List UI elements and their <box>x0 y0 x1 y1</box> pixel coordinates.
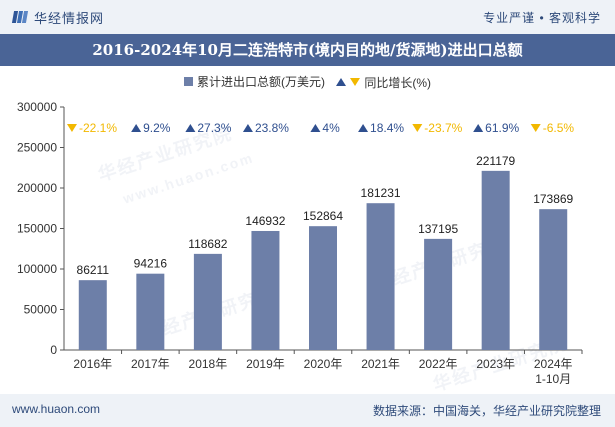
y-tick-label: 100000 <box>17 262 57 276</box>
footer-source: 数据来源：中国海关，华经产业研究院整理 <box>372 404 601 418</box>
y-tick-label: 0 <box>50 343 57 357</box>
brand-name: 华经情报网 <box>34 10 105 26</box>
bar <box>366 203 395 350</box>
bar-value-label: 152864 <box>303 209 343 223</box>
bar-value-label: 94216 <box>134 257 168 271</box>
x-tick-label: 2020年 <box>304 357 343 371</box>
growth-up-triangle-icon <box>131 124 142 132</box>
bar-value-label: 86211 <box>77 263 110 277</box>
legend-up-triangle-icon <box>336 78 347 86</box>
bar <box>481 170 510 350</box>
legend-item-growth: 同比增长(%) <box>336 74 431 91</box>
legend-bar-swatch-icon <box>183 77 193 86</box>
top-bar: 华经情报网 专业严谨 • 客观科学 <box>0 0 615 34</box>
x-tick-label: 2024年 <box>534 357 573 371</box>
x-tick-label: 1-10月 <box>535 372 571 386</box>
growth-up-triangle-icon <box>310 124 321 132</box>
bar <box>136 273 165 350</box>
y-tick-label: 150000 <box>17 222 57 236</box>
bar-value-label: 173869 <box>533 192 573 206</box>
growth-up-triangle-icon <box>358 124 369 132</box>
legend-item-bar: 累计进出口总额(万美元) <box>183 73 325 90</box>
legend: 累计进出口总额(万美元) 同比增长(%) <box>0 73 615 91</box>
bar-value-label: 137195 <box>418 222 458 236</box>
bar-value-label: 221179 <box>476 154 515 168</box>
bar <box>251 230 280 350</box>
x-tick-label: 2022年 <box>419 357 458 371</box>
growth-label: -23.7% <box>424 121 462 135</box>
growth-down-triangle-icon <box>412 124 423 132</box>
y-tick-label: 50000 <box>24 303 58 317</box>
x-tick-label: 2019年 <box>246 357 285 371</box>
chart-title: 2016-2024年10月二连浩特市(境内目的地/货源地)进出口总额 <box>92 41 523 59</box>
growth-up-triangle-icon <box>242 124 253 132</box>
tagline: 专业严谨 • 客观科学 <box>483 11 601 25</box>
growth-label: 9.2% <box>143 121 171 135</box>
bar-value-label: 118682 <box>188 237 227 251</box>
legend-down-triangle-icon <box>350 78 361 86</box>
bar <box>539 209 568 350</box>
growth-down-triangle-icon <box>66 124 77 132</box>
growth-label: 4% <box>322 121 340 135</box>
bar-value-label: 146932 <box>245 214 285 228</box>
growth-label: -22.1% <box>79 121 117 135</box>
bar-chart: 0 50000 100000 150000 200000 250000 300000 8621… <box>17 100 583 386</box>
title-bar: 2016-2024年10月二连浩特市(境内目的地/货源地)进出口总额 <box>0 34 615 66</box>
growth-down-triangle-icon <box>530 124 541 132</box>
growth-label: -6.5% <box>543 121 575 135</box>
legend-growth-label: 同比增长(%) <box>364 75 431 90</box>
growth-label: 23.8% <box>255 121 289 135</box>
bar <box>78 280 107 350</box>
growth-label: 27.3% <box>197 121 231 135</box>
x-tick-label: 2023年 <box>476 357 515 371</box>
x-tick-label: 2016年 <box>73 357 112 371</box>
y-tick-label: 300000 <box>17 100 57 114</box>
x-tick-label: 2021年 <box>361 357 400 371</box>
growth-up-triangle-icon <box>185 124 196 132</box>
y-tick-label: 200000 <box>17 181 57 195</box>
growth-label: 18.4% <box>370 121 404 135</box>
footer: www.huaon.com 数据来源：中国海关，华经产业研究院整理 <box>0 394 615 427</box>
y-tick-label: 250000 <box>17 141 57 155</box>
footer-website: www.huaon.com <box>12 402 101 416</box>
x-tick-label: 2017年 <box>131 357 170 371</box>
x-tick-label: 2018年 <box>189 357 228 371</box>
growth-up-triangle-icon <box>473 124 484 132</box>
bar <box>309 226 337 350</box>
bar-value-label: 181231 <box>361 186 401 200</box>
bar <box>424 238 453 350</box>
bar <box>193 253 222 350</box>
brand: 华经情报网 <box>11 8 105 26</box>
legend-bar-label: 累计进出口总额(万美元) <box>196 75 325 89</box>
growth-label: 61.9% <box>485 121 519 135</box>
